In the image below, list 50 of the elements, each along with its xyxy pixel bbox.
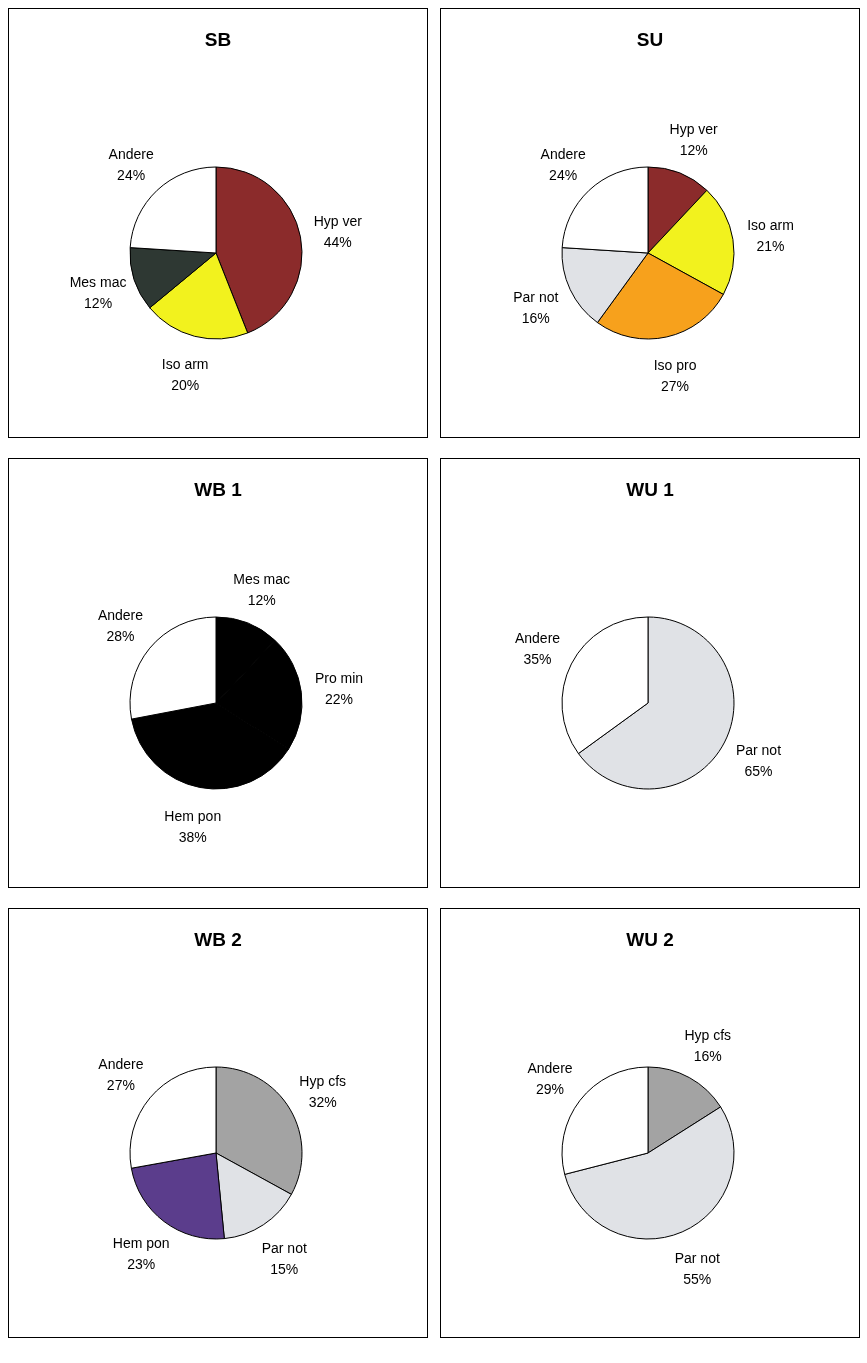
slice-label: Hem pon (164, 807, 222, 824)
slice-label: Par not (674, 1249, 720, 1266)
slice-label: Andere (514, 629, 561, 646)
chart-title: SB (204, 29, 232, 50)
data-label: 15% (270, 1260, 299, 1277)
data-label: 27% (106, 1077, 135, 1094)
slice-label: Par not (261, 1239, 307, 1256)
chart-title: WU 2 (626, 929, 674, 950)
slice-label: Hyp cfs (684, 1027, 732, 1044)
slice-label: Pro min (314, 670, 364, 687)
slice-label: Andere (540, 145, 586, 162)
slice-label: Andere (98, 1056, 144, 1073)
data-label: 21% (756, 237, 785, 254)
data-label: 35% (523, 650, 552, 667)
data-label: 55% (683, 1270, 712, 1287)
slice-label: Mes mac (69, 274, 127, 291)
chart-title: WB 2 (194, 929, 242, 950)
data-label: 12% (679, 141, 708, 158)
data-label: 12% (247, 591, 276, 608)
slice-label: Iso pro (653, 357, 697, 374)
data-label: 24% (549, 166, 578, 183)
chart-title: WB 1 (194, 479, 243, 500)
slice-label: Iso arm (747, 216, 794, 233)
data-label: 23% (127, 1255, 156, 1272)
data-label: 65% (744, 763, 773, 780)
slice-label: Iso arm (161, 356, 209, 373)
data-label: 20% (171, 377, 200, 394)
slice-label: Hyp ver (313, 212, 363, 229)
data-label: 28% (106, 627, 135, 644)
data-label: 32% (308, 1093, 337, 1110)
slice-label: Hem pon (112, 1234, 170, 1251)
slice-label: Andere (97, 606, 144, 623)
slice-label: Par not (735, 742, 782, 759)
data-label: 16% (521, 309, 550, 326)
slice-label: Hyp cfs (299, 1072, 347, 1089)
data-label: 29% (536, 1081, 565, 1097)
data-label: 24% (117, 166, 146, 183)
data-label: 38% (178, 828, 207, 845)
slice-label: Hyp ver (669, 120, 719, 137)
data-label: 16% (693, 1048, 722, 1065)
slice-label: Par not (513, 288, 559, 305)
slice-label: Andere (108, 145, 154, 162)
data-label: 22% (325, 691, 354, 708)
slice-label: Andere (527, 1060, 573, 1076)
slice-label: Mes mac (233, 570, 291, 587)
data-label: 12% (84, 295, 113, 312)
chart-title: SU (636, 29, 664, 50)
chart-title: WU 1 (626, 479, 675, 500)
data-label: 27% (661, 378, 690, 395)
data-label: 44% (323, 233, 352, 250)
